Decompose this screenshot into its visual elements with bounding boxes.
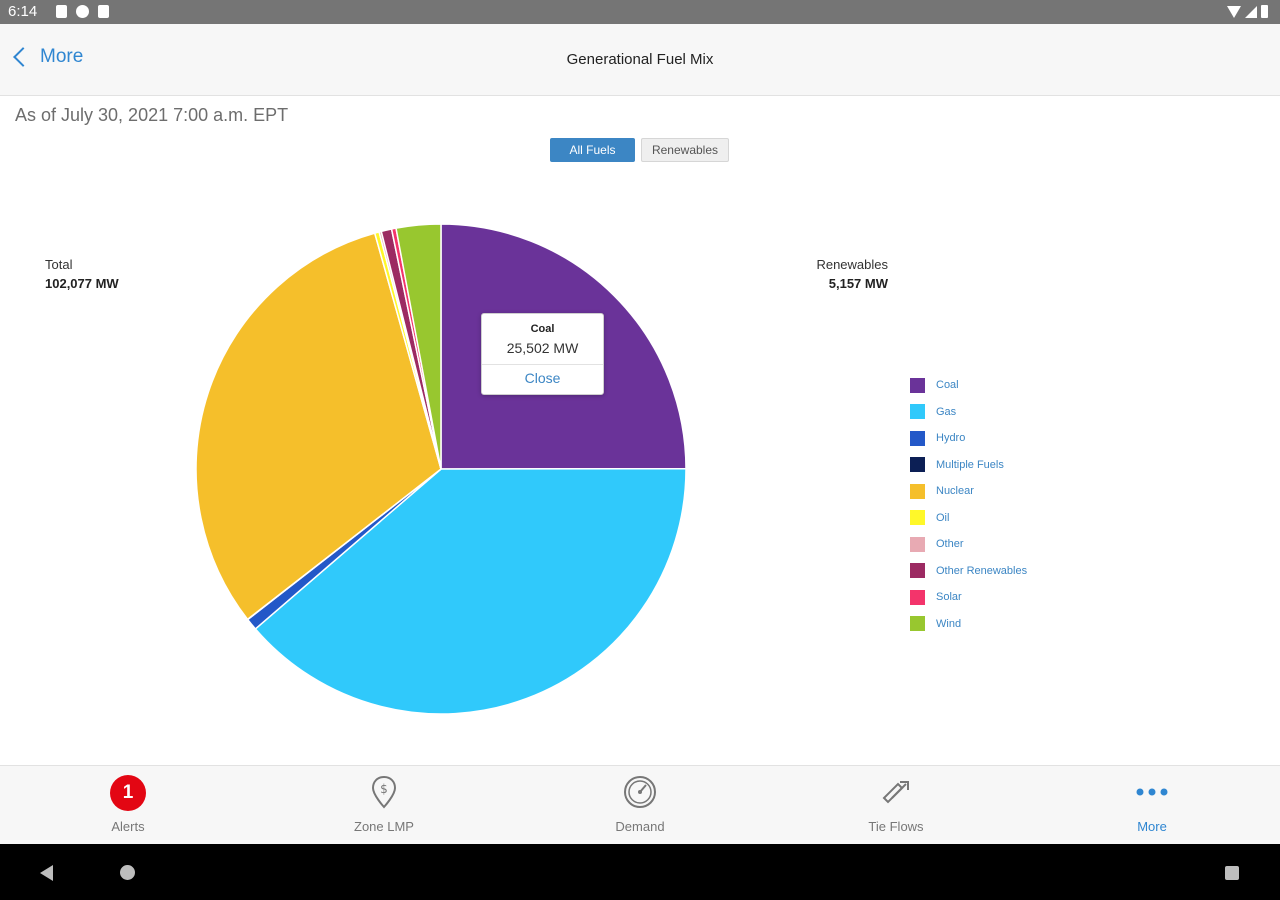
- pie-slice-solar[interactable]: [390, 227, 442, 470]
- battery-icon: [1261, 5, 1268, 18]
- legend-swatch: [910, 483, 925, 499]
- system-recents-icon[interactable]: [1225, 866, 1239, 880]
- pie-slice-gas[interactable]: [254, 468, 687, 715]
- gauge-icon: [624, 776, 656, 808]
- svg-text:$: $: [380, 782, 388, 796]
- pie-slice-multiple-fuels[interactable]: [246, 468, 442, 621]
- notification-icon: [56, 5, 67, 18]
- nav-label-zone-lmp: Zone LMP: [354, 819, 414, 834]
- legend-swatch: [910, 536, 925, 552]
- legend-label: Oil: [936, 511, 950, 524]
- renewables-label: Renewables: [816, 257, 888, 272]
- legend-swatch: [910, 430, 925, 446]
- nav-label-more: More: [1137, 819, 1167, 834]
- pie-slice-oil[interactable]: [373, 231, 442, 470]
- status-time: 6:14: [8, 3, 38, 20]
- system-home-icon[interactable]: [120, 865, 135, 880]
- system-icons: [1227, 5, 1268, 18]
- legend-label: Hydro: [936, 432, 966, 445]
- legend-swatch: [910, 563, 925, 579]
- legend-item-wind[interactable]: Wind: [910, 611, 1027, 638]
- pie-slice-other[interactable]: [378, 230, 442, 470]
- map-pin-dollar-icon: $: [371, 775, 397, 809]
- nav-more[interactable]: More: [1024, 766, 1280, 845]
- legend-item-oil[interactable]: Oil: [910, 505, 1027, 532]
- back-button[interactable]: More: [10, 46, 83, 68]
- legend-item-other[interactable]: Other: [910, 531, 1027, 558]
- as-of-timestamp: As of July 30, 2021 7:00 a.m. EPT: [15, 105, 289, 125]
- pie-slice-other-renewables[interactable]: [380, 228, 442, 470]
- legend-label: Solar: [936, 591, 962, 604]
- nav-label-tie-flows: Tie Flows: [868, 819, 924, 834]
- legend-item-gas[interactable]: Gas: [910, 399, 1027, 426]
- total-label: Total: [45, 257, 73, 272]
- tab-renewables[interactable]: Renewables: [641, 138, 729, 162]
- notification-icons: [56, 5, 109, 18]
- system-nav-bar: [0, 844, 1280, 900]
- legend-label: Other: [936, 538, 964, 551]
- total-value: 102,077 MW: [45, 276, 119, 291]
- app-icon: [76, 5, 89, 18]
- tie-flows-icon: [882, 781, 909, 804]
- tooltip-divider: [482, 364, 603, 365]
- bottom-nav: 1 Alerts $ Zone LMP Demand Tie Flows Mor: [0, 765, 1280, 845]
- nav-alerts[interactable]: 1 Alerts: [0, 766, 256, 845]
- status-bar: 6:14: [0, 0, 1280, 24]
- legend-label: Nuclear: [936, 485, 974, 498]
- nav-zone-lmp[interactable]: $ Zone LMP: [256, 766, 512, 845]
- legend-item-other-renewables[interactable]: Other Renewables: [910, 558, 1027, 585]
- legend-label: Gas: [936, 405, 957, 418]
- sd-card-icon: [98, 5, 109, 18]
- legend-item-solar[interactable]: Solar: [910, 584, 1027, 611]
- tooltip-fuel-value: 25,502 MW: [506, 340, 579, 356]
- legend-item-nuclear[interactable]: Nuclear: [910, 478, 1027, 505]
- header: More Generational Fuel Mix: [0, 24, 1280, 96]
- pie-slice-wind[interactable]: [395, 223, 442, 470]
- more-dots-icon: [1136, 788, 1168, 796]
- back-label: More: [40, 46, 84, 67]
- wifi-icon: [1227, 5, 1241, 18]
- slice-tooltip: Coal 25,502 MW Close: [481, 313, 604, 395]
- alerts-badge: 1: [110, 775, 146, 811]
- legend-swatch: [910, 616, 925, 632]
- legend-swatch: [910, 589, 925, 605]
- legend-label: Coal: [936, 379, 959, 392]
- pie-slice-nuclear[interactable]: [195, 232, 442, 621]
- tooltip-fuel-name: Coal: [530, 323, 555, 335]
- tooltip-close-button[interactable]: Close: [524, 370, 561, 386]
- legend-item-coal[interactable]: Coal: [910, 372, 1027, 399]
- legend-label: Multiple Fuels: [936, 458, 1004, 471]
- system-back-icon[interactable]: [40, 865, 53, 881]
- legend-swatch: [910, 404, 925, 420]
- legend-swatch: [910, 377, 925, 393]
- nav-label-demand: Demand: [615, 819, 665, 834]
- chart-legend: Coal Gas Hydro Multiple Fuels Nuclear Oil Othe…: [910, 372, 1027, 637]
- signal-icon: [1245, 5, 1257, 18]
- legend-swatch: [910, 457, 925, 473]
- renewables-value: 5,157 MW: [828, 276, 888, 291]
- nav-tie-flows[interactable]: Tie Flows: [768, 766, 1024, 845]
- page-title: Generational Fuel Mix: [566, 51, 714, 68]
- legend-label: Other Renewables: [936, 564, 1028, 577]
- legend-label: Wind: [936, 617, 962, 630]
- nav-label-alerts: Alerts: [111, 819, 145, 834]
- legend-swatch: [910, 510, 925, 526]
- nav-demand[interactable]: Demand: [512, 766, 768, 845]
- tab-all-fuels[interactable]: All Fuels: [550, 138, 635, 162]
- legend-item-multiple-fuels[interactable]: Multiple Fuels: [910, 452, 1027, 479]
- pie-slice-hydro[interactable]: [246, 468, 442, 630]
- legend-item-hydro[interactable]: Hydro: [910, 425, 1027, 452]
